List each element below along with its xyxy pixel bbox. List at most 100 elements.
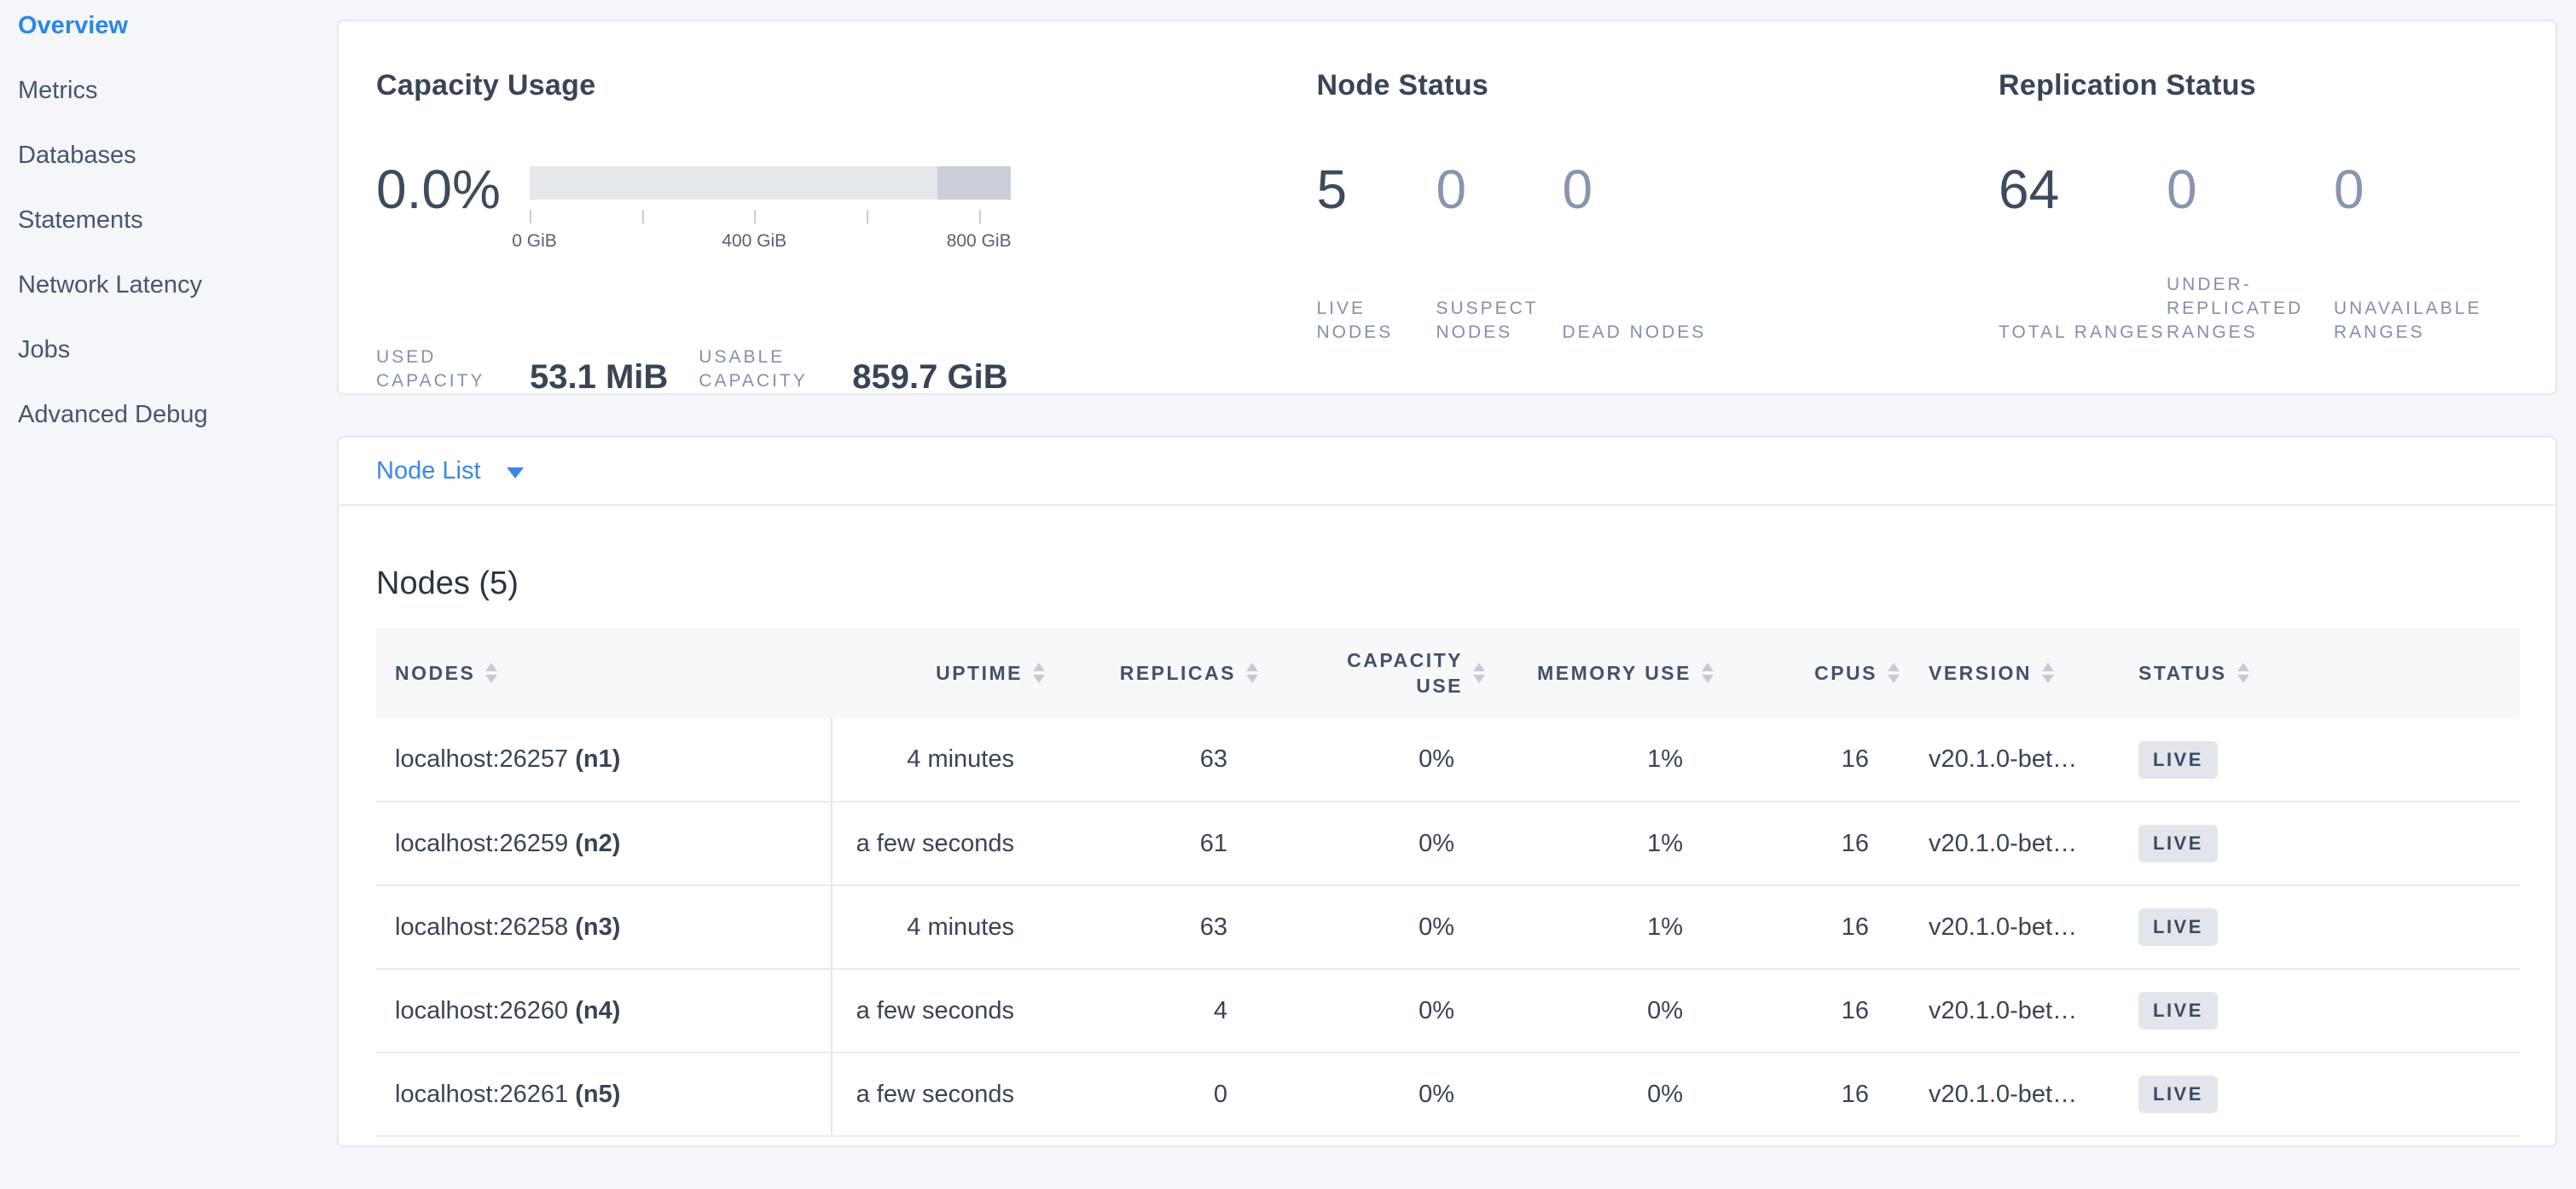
spacer-cell bbox=[2307, 969, 2520, 1053]
under-replicated-value: 0 bbox=[2167, 159, 2197, 220]
nodes-table: NODES UPTIME REPLICAS CAPACITY USE MEMOR bbox=[376, 628, 2520, 1137]
axis-tick-label: 800 GiB bbox=[946, 231, 1012, 251]
node-address-cell: localhost:26259 (n2) bbox=[376, 802, 833, 886]
axis-tick bbox=[641, 210, 644, 223]
status-badge: LIVE bbox=[2138, 825, 2218, 862]
capacity-use-cell: 0% bbox=[1267, 885, 1494, 970]
capacity-gauge: 0.0% 0 GiB 400 GiB 800 GiB bbox=[376, 159, 1316, 251]
spacer-cell bbox=[2307, 885, 2520, 970]
sort-icon bbox=[1473, 663, 1485, 683]
sidebar-item-metrics[interactable]: Metrics bbox=[18, 76, 98, 104]
column-header-capacity-use[interactable]: CAPACITY USE bbox=[1267, 628, 1494, 718]
capacity-bar-axis: 0 GiB 400 GiB 800 GiB bbox=[512, 166, 1012, 251]
node-status-section: Node Status 5 LIVE NODES 0 SUSPECT NODES… bbox=[1316, 69, 1999, 393]
capacity-use-cell: 0% bbox=[1267, 1053, 1494, 1137]
node-address: localhost:26258 bbox=[395, 913, 569, 941]
status-badge: LIVE bbox=[2138, 740, 2218, 779]
uptime-cell: a few seconds bbox=[832, 969, 1053, 1053]
memory-use-cell: 1% bbox=[1494, 802, 1722, 886]
spacer-cell bbox=[2307, 1053, 2520, 1137]
column-header-uptime[interactable]: UPTIME bbox=[832, 628, 1053, 718]
suspect-nodes-value: 0 bbox=[1436, 159, 1467, 220]
sort-icon bbox=[1033, 663, 1045, 683]
total-ranges-value: 64 bbox=[1999, 159, 2060, 220]
node-address: localhost:26261 bbox=[395, 1080, 569, 1108]
used-capacity-value: 53.1 MiB bbox=[530, 358, 669, 396]
sidebar-item-jobs[interactable]: Jobs bbox=[18, 335, 71, 363]
sidebar-item-overview[interactable]: Overview bbox=[18, 11, 128, 39]
status-cell: LIVE bbox=[2118, 885, 2307, 970]
table-header-row: NODES UPTIME REPLICAS CAPACITY USE MEMOR bbox=[376, 628, 2520, 718]
column-label: NODES bbox=[395, 661, 476, 684]
table-row: localhost:26259 (n2) a few seconds 61 0%… bbox=[376, 802, 2520, 886]
sort-icon bbox=[1888, 663, 1900, 683]
status-cell: LIVE bbox=[2118, 802, 2307, 886]
under-replicated-stat: 0 UNDER-REPLICATED RANGES bbox=[2167, 162, 2334, 345]
column-header-memory-use[interactable]: MEMORY USE bbox=[1494, 628, 1722, 718]
node-list-dropdown[interactable]: Node List bbox=[339, 438, 2556, 506]
replicas-cell: 4 bbox=[1053, 969, 1267, 1053]
node-id: (n4) bbox=[575, 996, 621, 1024]
capacity-bar-usable-segment bbox=[529, 166, 938, 200]
replication-stats: 64 TOTAL RANGES 0 UNDER-REPLICATED RANGE… bbox=[1999, 162, 2556, 345]
node-status-title: Node Status bbox=[1316, 69, 1489, 102]
live-nodes-stat: 5 LIVE NODES bbox=[1316, 162, 1436, 345]
node-address-cell: localhost:26261 (n5) bbox=[376, 1053, 833, 1137]
column-label: UPTIME bbox=[936, 661, 1023, 684]
node-address: localhost:26260 bbox=[395, 996, 569, 1024]
status-cell: LIVE bbox=[2118, 718, 2307, 803]
spacer-cell bbox=[2307, 718, 2520, 803]
uptime-cell: 4 minutes bbox=[832, 718, 1053, 803]
used-capacity-group: USED CAPACITY 53.1 MiB bbox=[376, 345, 669, 396]
node-id: (n3) bbox=[575, 913, 621, 941]
cpus-cell: 16 bbox=[1722, 969, 1908, 1053]
column-header-replicas[interactable]: REPLICAS bbox=[1053, 628, 1267, 718]
sidebar-item-databases[interactable]: Databases bbox=[18, 141, 136, 169]
column-header-cpus[interactable]: CPUS bbox=[1722, 628, 1908, 718]
node-list-dropdown-label: Node List bbox=[376, 456, 481, 484]
capacity-percent: 0.0% bbox=[376, 159, 501, 220]
replicas-cell: 63 bbox=[1053, 885, 1267, 970]
node-address: localhost:26257 bbox=[395, 745, 569, 773]
memory-use-cell: 1% bbox=[1494, 885, 1722, 970]
cpus-cell: 16 bbox=[1722, 1053, 1908, 1137]
column-label: CPUS bbox=[1814, 661, 1877, 684]
under-replicated-label: UNDER-REPLICATED RANGES bbox=[2167, 275, 2304, 342]
memory-use-cell: 1% bbox=[1494, 718, 1722, 803]
unavailable-ranges-value: 0 bbox=[2334, 159, 2364, 220]
column-header-version[interactable]: VERSION bbox=[1908, 628, 2118, 718]
sidebar-item-network-latency[interactable]: Network Latency bbox=[18, 270, 202, 299]
chevron-down-icon bbox=[506, 467, 524, 478]
cluster-summary-card: Capacity Usage 0.0% 0 GiB 400 GiB 800 Gi… bbox=[337, 20, 2557, 395]
sidebar-item-statements[interactable]: Statements bbox=[18, 206, 143, 234]
sort-icon bbox=[1246, 663, 1258, 683]
uptime-cell: a few seconds bbox=[832, 1053, 1053, 1137]
total-ranges-stat: 64 TOTAL RANGES bbox=[1999, 162, 2167, 345]
replication-status-title: Replication Status bbox=[1999, 69, 2257, 102]
status-badge: LIVE bbox=[2138, 992, 2218, 1030]
unavailable-ranges-label: UNAVAILABLE RANGES bbox=[2334, 299, 2482, 342]
node-id: (n5) bbox=[575, 1080, 621, 1108]
table-row: localhost:26261 (n5) a few seconds 0 0% … bbox=[376, 1053, 2520, 1137]
column-header-nodes[interactable]: NODES bbox=[376, 628, 832, 718]
column-header-status[interactable]: STATUS bbox=[2118, 628, 2307, 718]
capacity-values-row: USED CAPACITY 53.1 MiB USABLE CAPACITY 8… bbox=[376, 345, 1316, 396]
suspect-nodes-stat: 0 SUSPECT NODES bbox=[1436, 162, 1562, 345]
sort-icon bbox=[2237, 663, 2249, 683]
unavailable-ranges-stat: 0 UNAVAILABLE RANGES bbox=[2334, 162, 2556, 345]
memory-use-cell: 0% bbox=[1494, 969, 1722, 1053]
replication-status-section: Replication Status 64 TOTAL RANGES 0 UND… bbox=[1999, 69, 2556, 393]
version-cell: v20.1.0-bet… bbox=[1908, 1053, 2118, 1137]
sidebar-item-advanced-debug[interactable]: Advanced Debug bbox=[18, 400, 208, 428]
capacity-use-cell: 0% bbox=[1267, 718, 1494, 803]
sidebar: Overview Metrics Databases Statements Ne… bbox=[0, 0, 337, 1189]
axis-tick bbox=[754, 210, 757, 223]
live-nodes-label: LIVE NODES bbox=[1316, 299, 1394, 342]
capacity-use-cell: 0% bbox=[1267, 969, 1494, 1053]
sidebar-nav: Overview Metrics Databases Statements Ne… bbox=[0, 0, 337, 447]
table-row: localhost:26258 (n3) 4 minutes 63 0% 1% … bbox=[376, 885, 2520, 970]
usable-capacity-label: USABLE CAPACITY bbox=[699, 347, 808, 391]
node-list-body: Nodes (5) NODES UPTIME RE bbox=[339, 506, 2556, 1146]
replicas-cell: 0 bbox=[1053, 1053, 1267, 1137]
live-nodes-value: 5 bbox=[1316, 159, 1348, 220]
